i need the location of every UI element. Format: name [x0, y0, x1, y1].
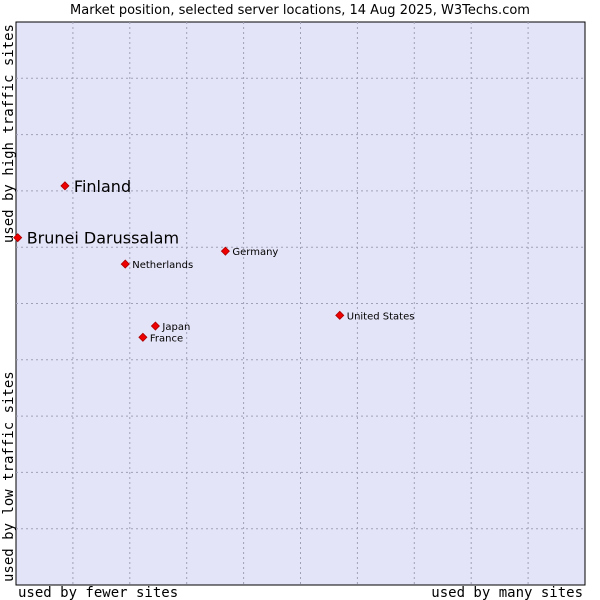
- x-axis-label-right: used by many sites: [431, 585, 583, 600]
- point-marker-netherlands: [120, 259, 130, 269]
- y-axis-label-bottom: used by low traffic sites: [1, 371, 17, 582]
- chart-title: Market position, selected server locatio…: [70, 3, 530, 18]
- point-label-united-states: United States: [347, 311, 415, 322]
- x-axis-label-left: used by fewer sites: [18, 585, 178, 600]
- point-marker-brunei-darussalam: [13, 233, 23, 243]
- y-axis-label-top: used by high traffic sites: [1, 24, 17, 243]
- point-marker-germany: [220, 246, 230, 256]
- point-marker-finland: [60, 181, 70, 191]
- point-marker-france: [138, 332, 148, 342]
- point-label-japan: Japan: [161, 322, 190, 333]
- point-label-germany: Germany: [232, 247, 278, 258]
- point-marker-japan: [150, 321, 160, 331]
- point-label-france: France: [150, 333, 183, 344]
- point-label-finland: Finland: [74, 177, 131, 196]
- point-marker-united-states: [335, 310, 345, 320]
- point-label-brunei-darussalam: Brunei Darussalam: [27, 229, 179, 248]
- data-points: Finland Brunei Darussalam Germany Netherlan…: [13, 177, 415, 344]
- grid-lines: [16, 22, 585, 585]
- point-label-netherlands: Netherlands: [132, 260, 193, 271]
